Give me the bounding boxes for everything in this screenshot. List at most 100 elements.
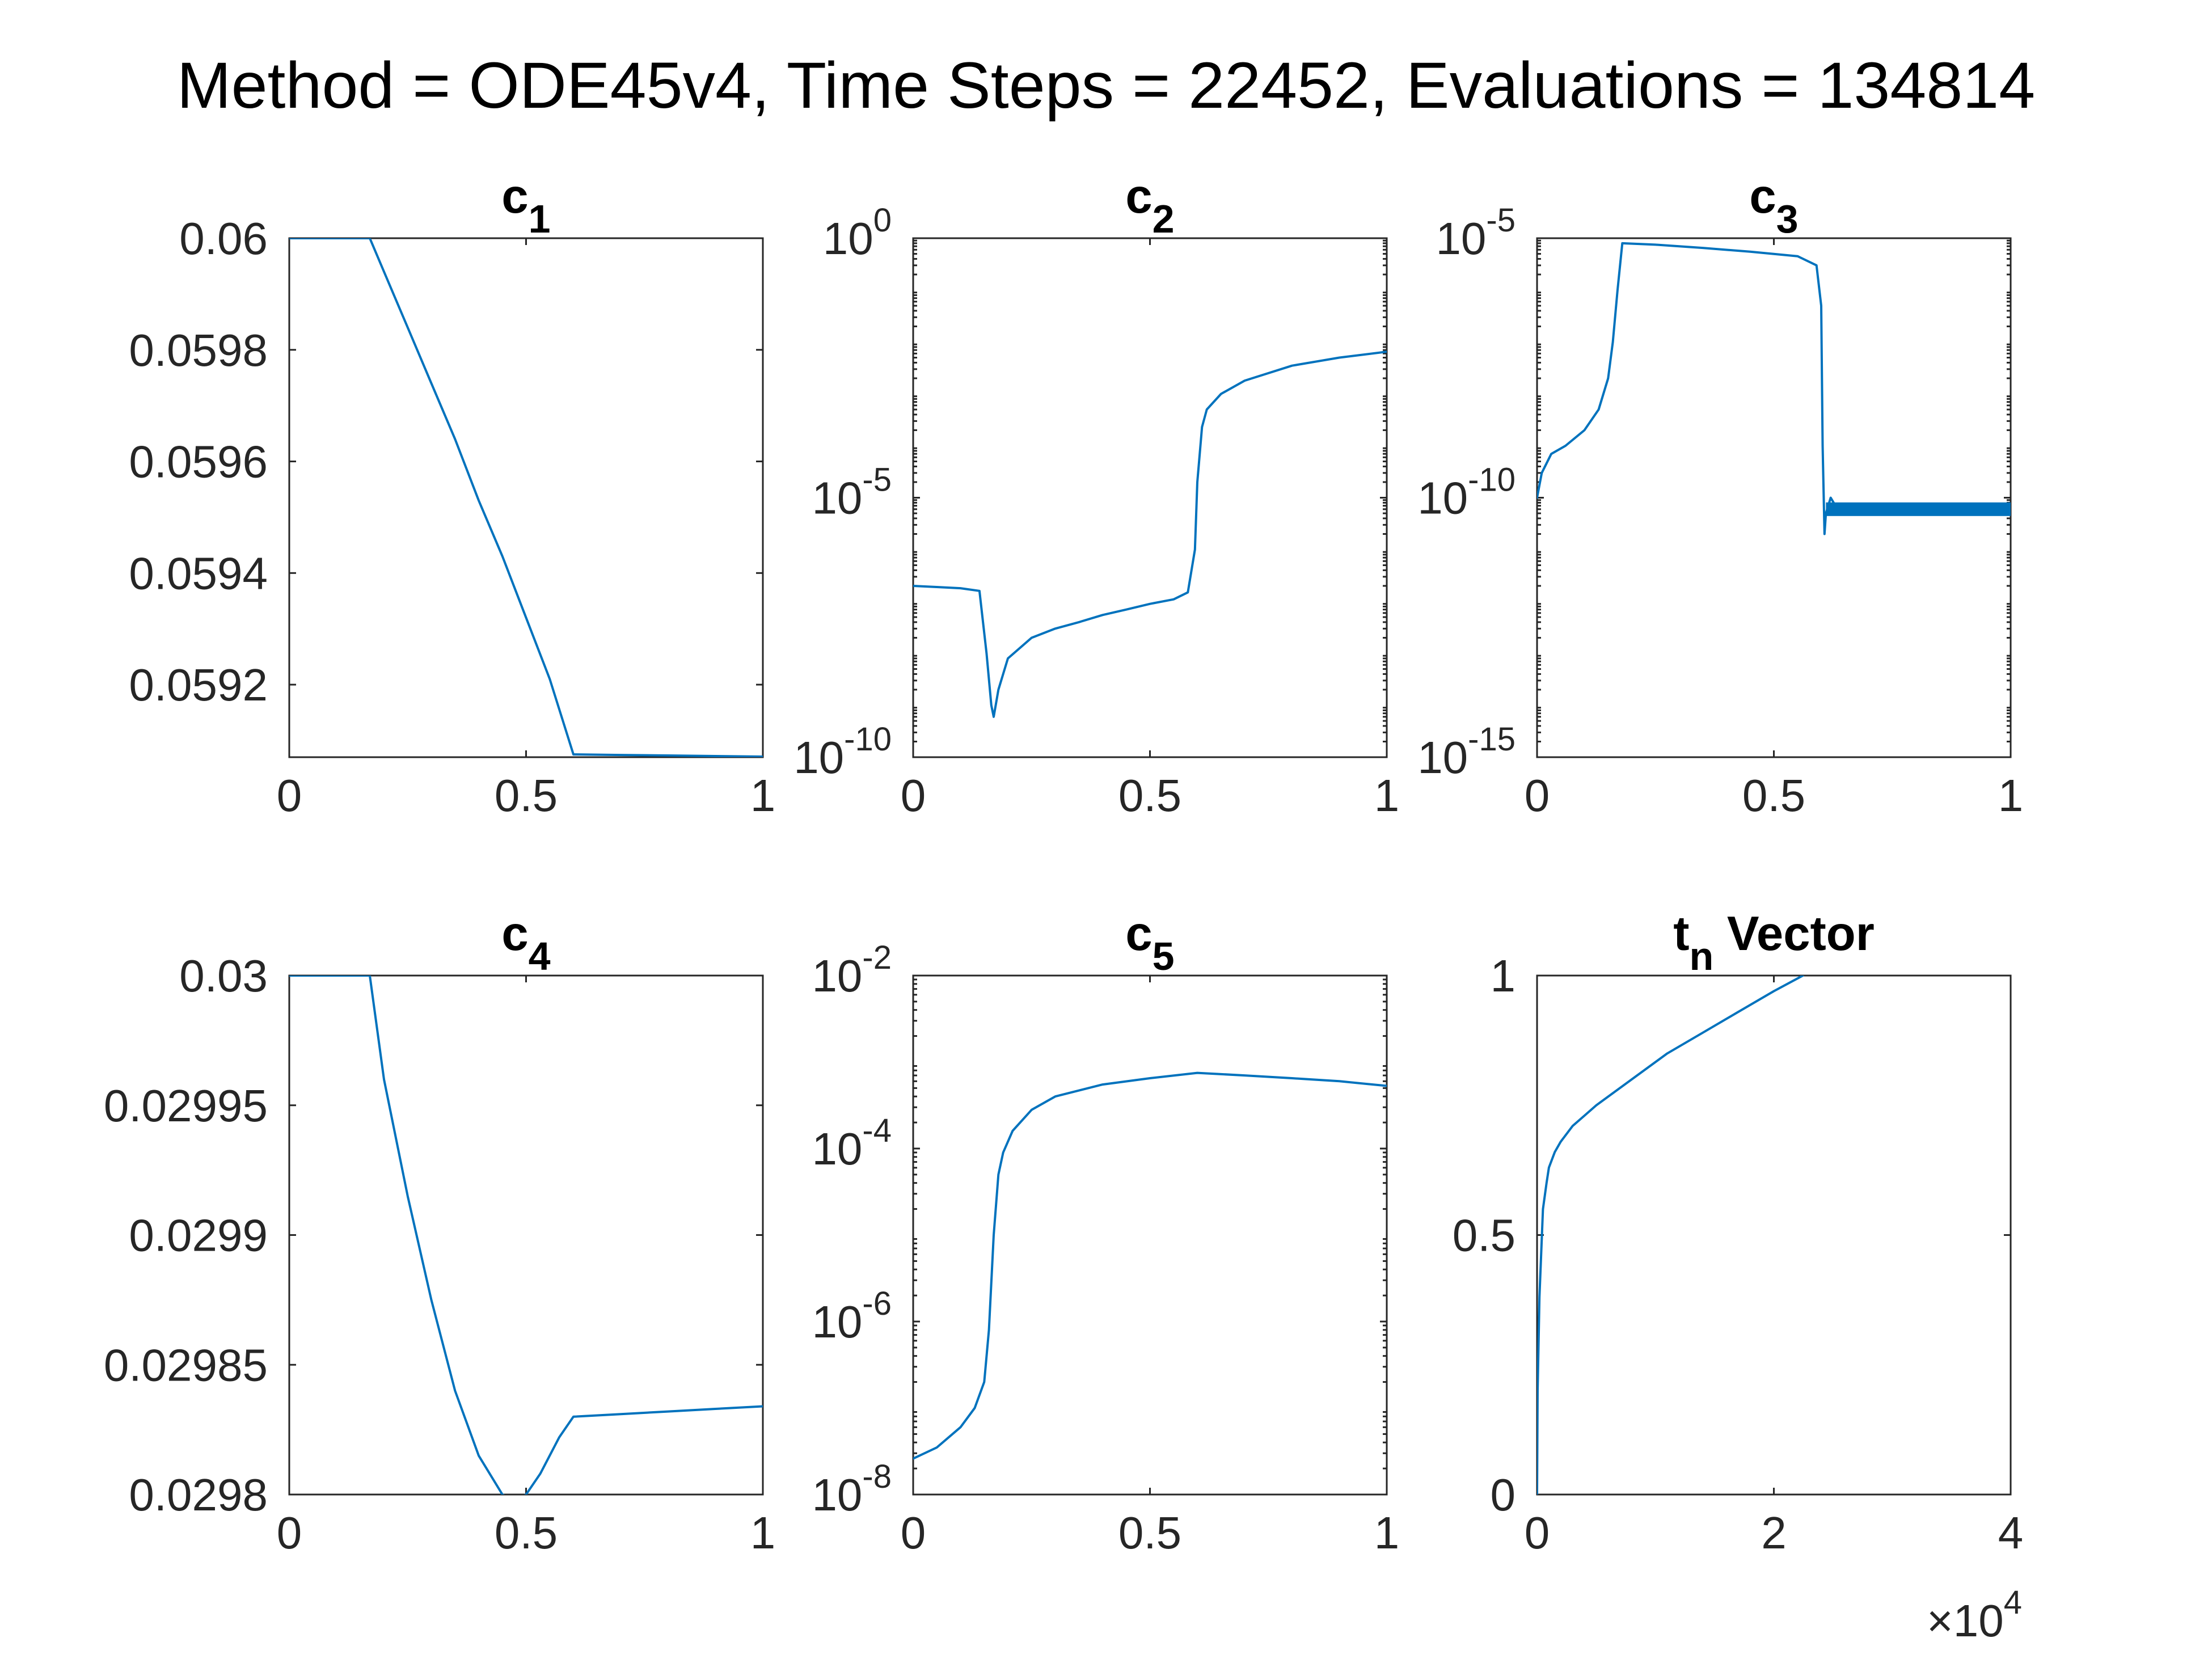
y-tick-base: 10 bbox=[793, 732, 844, 783]
x-tick-label: 0.5 bbox=[1742, 770, 1805, 821]
series-line-1 bbox=[913, 1071, 1387, 1460]
y-tick-base: 10 bbox=[812, 1470, 862, 1520]
axes-box bbox=[912, 974, 1388, 1496]
y-tick-label: 0.0598 bbox=[129, 325, 268, 375]
y-tick-exponent: -10 bbox=[844, 721, 892, 758]
x-tick-label: 0.5 bbox=[1118, 1508, 1181, 1558]
y-tick-base: 10 bbox=[812, 951, 862, 1001]
y-tick-base: 10 bbox=[1417, 473, 1468, 524]
figure-title: Method = ODE45v4, Time Steps = 22452, Ev… bbox=[177, 49, 2035, 122]
x-tick-label: 1 bbox=[1998, 770, 2024, 821]
y-tick-base: 10 bbox=[1436, 213, 1486, 264]
x-tick-label: 0.5 bbox=[495, 770, 558, 821]
x-tick-label: 0 bbox=[901, 770, 926, 821]
subplot-title-main: t bbox=[1673, 907, 1689, 961]
y-tick-label: 10-10 bbox=[793, 721, 892, 783]
x-tick-label: 1 bbox=[1374, 1508, 1400, 1558]
y-tick-base: 10 bbox=[823, 213, 873, 264]
subplot-title-sub: 4 bbox=[529, 934, 551, 978]
y-tick-exponent: -2 bbox=[862, 939, 892, 976]
y-tick-exponent: -4 bbox=[862, 1112, 892, 1149]
subplot-title-sub: 1 bbox=[529, 197, 551, 241]
y-tick-label: 0.5 bbox=[1453, 1210, 1516, 1261]
y-tick-label: 10-5 bbox=[812, 462, 892, 524]
y-tick-exponent: 0 bbox=[873, 202, 892, 239]
y-tick-exponent: -5 bbox=[862, 462, 892, 499]
subplot-title-rest: Vector bbox=[1713, 907, 1874, 961]
y-tick-exponent: -6 bbox=[862, 1285, 892, 1322]
subplot-title-main: c bbox=[501, 907, 528, 961]
subplot-title-sub: 2 bbox=[1153, 197, 1175, 241]
x-multiplier-base: ×10 bbox=[1927, 1595, 2004, 1646]
series-line-1 bbox=[289, 976, 763, 1495]
x-tick-label: 4 bbox=[1998, 1508, 2024, 1558]
x-axis-multiplier: ×104 bbox=[1927, 1584, 2022, 1646]
y-tick-label: 0.0596 bbox=[129, 437, 268, 487]
subplot-title-main: c bbox=[1125, 907, 1152, 961]
y-tick-label: 0.0594 bbox=[129, 548, 268, 598]
subplot-title-sub: n bbox=[1690, 934, 1714, 978]
axes-box bbox=[1536, 237, 2012, 758]
oscillation-band bbox=[1826, 502, 2011, 516]
y-tick-label: 10-5 bbox=[1436, 202, 1516, 264]
x-tick-label: 0 bbox=[1525, 1508, 1550, 1558]
series-line-1 bbox=[289, 238, 763, 757]
subplot-title-main: c bbox=[501, 170, 528, 223]
x-tick-label: 1 bbox=[1374, 770, 1400, 821]
subplot-title: c1 bbox=[501, 170, 550, 241]
y-tick-label: 0.0592 bbox=[129, 660, 268, 710]
axes-box bbox=[912, 237, 1388, 758]
subplot-title: c4 bbox=[501, 907, 550, 978]
x-tick-label: 0.5 bbox=[495, 1508, 558, 1558]
subplot-title-sub: 3 bbox=[1776, 197, 1799, 241]
x-tick-label: 0 bbox=[277, 770, 302, 821]
y-tick-label: 10-8 bbox=[812, 1458, 892, 1520]
x-tick-label: 0.5 bbox=[1118, 770, 1181, 821]
y-tick-label: 1 bbox=[1491, 951, 1516, 1001]
y-tick-label: 0.03 bbox=[179, 951, 268, 1001]
subplot-title-main: c bbox=[1125, 170, 1152, 223]
subplot-title: c3 bbox=[1749, 170, 1798, 241]
y-tick-label: 0.02985 bbox=[104, 1340, 268, 1390]
subplot-4: c4 0 0.5 1 0.03 0.02995 0.0299 0.02985 0.0298 bbox=[104, 907, 775, 1558]
subplot-title-sub: 5 bbox=[1153, 934, 1175, 978]
subplot-title: tn Vector bbox=[1673, 907, 1875, 978]
axes-box bbox=[1536, 974, 2012, 1496]
x-tick-label: 1 bbox=[750, 770, 776, 821]
y-tick-label: 100 bbox=[823, 202, 892, 264]
subplot-title: c5 bbox=[1125, 907, 1174, 978]
x-tick-label: 0 bbox=[1525, 770, 1550, 821]
series-line-1 bbox=[1537, 242, 2011, 535]
y-tick-label: 0 bbox=[1491, 1470, 1516, 1520]
y-tick-exponent: -5 bbox=[1486, 202, 1516, 239]
y-tick-base: 10 bbox=[812, 1124, 862, 1174]
x-tick-label: 1 bbox=[750, 1508, 776, 1558]
subplot-5: c50 0.5 110-210-410-610-8 bbox=[812, 907, 1399, 1558]
y-tick-label: 10-2 bbox=[812, 939, 892, 1001]
y-tick-exponent: -15 bbox=[1468, 721, 1516, 758]
y-tick-label: 0.0299 bbox=[129, 1210, 268, 1261]
x-tick-label: 2 bbox=[1761, 1508, 1787, 1558]
y-tick-base: 10 bbox=[812, 1297, 862, 1347]
x-tick-label: 0 bbox=[277, 1508, 302, 1558]
y-tick-label: 10-6 bbox=[812, 1285, 892, 1347]
series-line-1 bbox=[1537, 976, 1804, 1495]
subplot-title: c2 bbox=[1125, 170, 1174, 241]
y-tick-exponent: -10 bbox=[1468, 462, 1516, 499]
y-tick-label: 10-10 bbox=[1417, 462, 1516, 524]
y-tick-exponent: -8 bbox=[862, 1458, 892, 1495]
y-tick-label: 10-4 bbox=[812, 1112, 892, 1174]
y-tick-label: 10-15 bbox=[1417, 721, 1516, 783]
axes-box bbox=[288, 974, 764, 1496]
y-tick-base: 10 bbox=[812, 473, 862, 524]
subplot-title-main: c bbox=[1749, 170, 1776, 223]
y-tick-base: 10 bbox=[1417, 732, 1468, 783]
y-tick-label: 0.06 bbox=[179, 213, 268, 264]
axes-box bbox=[288, 237, 764, 758]
x-multiplier-exponent: 4 bbox=[2004, 1584, 2022, 1621]
